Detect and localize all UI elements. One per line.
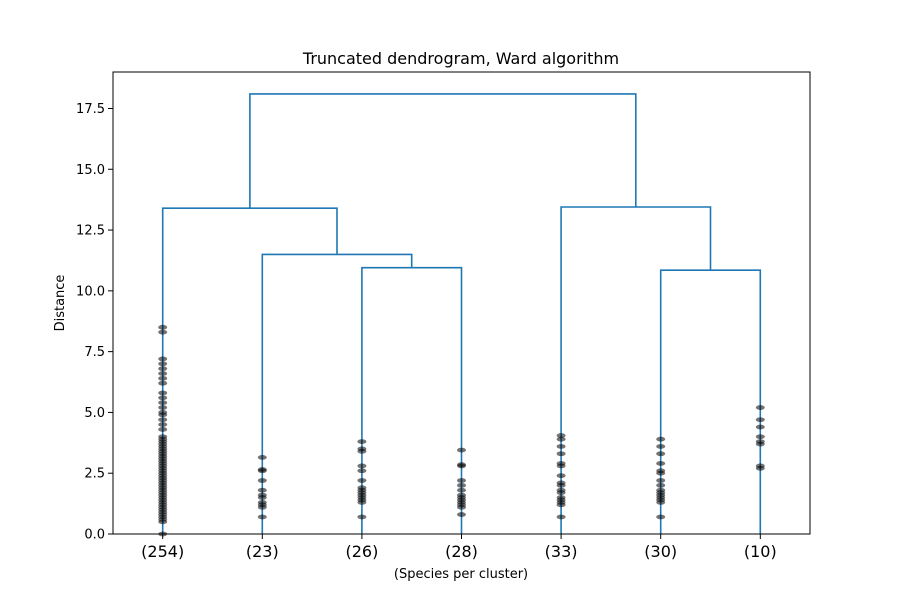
leaf-distance-marker — [755, 463, 765, 469]
leaf-distance-marker — [257, 487, 267, 493]
leaf-distance-marker — [158, 324, 168, 330]
leaf-distance-marker — [158, 371, 168, 376]
y-tick-label: 0.0 — [84, 528, 105, 543]
dendrogram-link — [161, 207, 338, 534]
leaf-distance-marker — [457, 482, 466, 488]
leaf-distance-marker — [257, 467, 267, 472]
leaf-distance-marker — [357, 485, 367, 491]
leaf-distance-marker — [357, 446, 367, 452]
leaf-label: (10) — [744, 542, 777, 561]
leaf-distance-marker — [556, 487, 566, 493]
leaf-distance-marker — [158, 395, 168, 401]
leaf-distance-marker — [755, 405, 765, 410]
leaf-distance-marker — [158, 434, 168, 440]
leaf-distance-marker — [357, 468, 367, 474]
x-axis: (254) (23) (26) (28) (33) (30) (10) — [141, 534, 777, 561]
leaf-distance-marker — [656, 436, 666, 442]
y-tick-label: 2.5 — [84, 467, 105, 482]
leaf-label: (254) — [141, 542, 184, 561]
leaf-distance-marker — [656, 487, 666, 493]
leaf-distance-marker — [158, 417, 168, 423]
leaf-distance-marker — [556, 436, 566, 442]
y-axis-label: Distance — [53, 275, 68, 332]
leaf-distance-marker — [656, 514, 666, 520]
leaf-distance-marker — [158, 405, 168, 410]
leaf-distance-marker — [357, 514, 367, 520]
leaf-label: (26) — [345, 542, 378, 561]
leaf-distance-marker — [556, 444, 566, 449]
leaf-distance-marker — [158, 375, 168, 381]
leaf-distance-marker — [158, 422, 168, 427]
leaf-label: (30) — [644, 542, 677, 561]
y-axis: 0.0 2.5 5.0 7.5 10.0 12.5 15.0 17.5 — [76, 102, 113, 543]
leaf-distance-marker — [357, 439, 367, 444]
leaf-distance-marker — [158, 329, 168, 335]
leaf-distance-marker — [457, 487, 466, 493]
leaf-distance-marker — [357, 478, 367, 483]
y-tick-label: 5.0 — [84, 406, 105, 421]
dendrogram-links — [161, 93, 762, 534]
x-axis-label: (Species per cluster) — [394, 567, 528, 582]
leaf-label: (28) — [445, 542, 478, 561]
y-tick-label: 15.0 — [76, 163, 105, 178]
leaf-distance-marker — [556, 514, 566, 520]
leaf-distance-marker — [755, 424, 765, 430]
dendrogram-link — [560, 206, 712, 534]
leaf-distance-markers — [158, 324, 765, 537]
leaf-distance-marker — [556, 461, 566, 466]
leaf-distance-marker — [556, 495, 566, 500]
leaf-distance-marker — [656, 451, 666, 457]
leaf-distance-marker — [158, 400, 168, 406]
y-tick-label: 12.5 — [76, 224, 105, 239]
y-tick-label: 10.0 — [76, 284, 105, 299]
leaf-distance-marker — [556, 473, 566, 479]
y-tick-label: 7.5 — [84, 345, 105, 360]
dendrogram-link — [261, 253, 413, 534]
leaf-distance-marker — [158, 390, 168, 396]
leaf-distance-marker — [656, 444, 666, 449]
leaf-distance-marker — [158, 427, 168, 432]
leaf-label: (23) — [246, 542, 279, 561]
dendrogram-link — [249, 93, 637, 209]
leaf-distance-marker — [556, 451, 566, 457]
leaf-distance-marker — [457, 447, 466, 453]
leaf-distance-marker — [257, 455, 267, 460]
leaf-distance-marker — [257, 492, 267, 498]
leaf-distance-marker — [257, 478, 267, 483]
leaf-distance-marker — [755, 439, 765, 444]
leaf-distance-marker — [457, 478, 466, 483]
leaf-distance-marker — [257, 514, 267, 520]
leaf-distance-marker — [755, 434, 765, 440]
leaf-distance-marker — [656, 468, 666, 474]
leaf-distance-marker — [257, 499, 267, 505]
dendrogram-link — [659, 269, 762, 534]
leaf-distance-marker — [158, 380, 168, 386]
leaf-distance-marker — [457, 462, 466, 468]
leaf-distance-marker — [457, 512, 466, 517]
leaf-distance-marker — [755, 417, 765, 423]
leaf-label: (33) — [545, 542, 578, 561]
leaf-distance-marker — [158, 366, 168, 372]
leaf-distance-marker — [656, 478, 666, 483]
y-tick-label: 17.5 — [76, 102, 105, 117]
leaf-distance-marker — [158, 410, 168, 415]
dendrogram-link — [361, 266, 463, 534]
leaf-distance-marker — [158, 361, 168, 367]
leaf-distance-marker — [158, 356, 168, 362]
chart-title: Truncated dendrogram, Ward algorithm — [302, 49, 619, 68]
leaf-distance-marker — [457, 492, 466, 498]
leaf-distance-marker — [656, 461, 666, 466]
leaf-distance-marker — [556, 480, 566, 486]
leaf-distance-marker — [357, 463, 367, 469]
leaf-distance-marker — [556, 433, 566, 438]
leaf-distance-marker — [656, 482, 666, 488]
